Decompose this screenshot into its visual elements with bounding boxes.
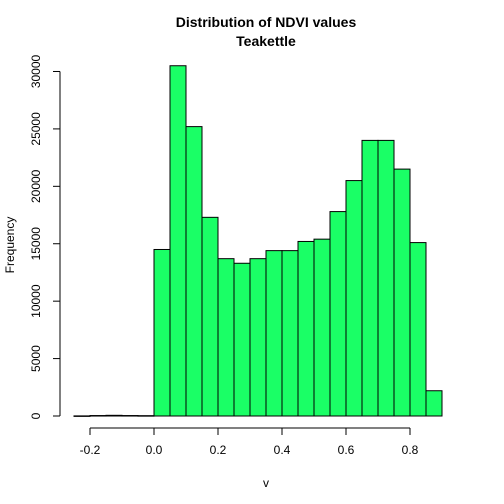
x-tick-label-4: 0.6 <box>338 443 355 457</box>
histogram-bar-19 <box>377 139 395 417</box>
histogram-bar-8 <box>201 216 219 417</box>
histogram-bar-9 <box>217 258 235 417</box>
y-axis-label: Frequency <box>3 217 17 274</box>
chart-subtitle: Teakettle <box>236 33 296 49</box>
histogram-bar-12 <box>265 250 283 417</box>
histogram-bar-1 <box>89 415 107 417</box>
histogram-bar-15 <box>313 238 331 417</box>
histogram-bar-7 <box>185 126 203 417</box>
histogram-bar-0 <box>73 415 91 417</box>
histogram-bar-3 <box>121 415 139 417</box>
y-tick-label-4: 20000 <box>29 169 43 203</box>
histogram-bar-18 <box>361 139 379 417</box>
x-tick-label-3: 0.4 <box>274 443 291 457</box>
x-tick-label-0: -0.2 <box>80 443 101 457</box>
x-axis: -0.2 0.0 0.2 0.4 0.6 0.8 <box>80 427 419 457</box>
histogram-bar-16 <box>329 211 347 417</box>
y-tick-label-0: 0 <box>29 412 43 419</box>
histogram-bar-6 <box>169 65 187 417</box>
histogram-bars <box>73 65 443 417</box>
x-tick-label-2: 0.2 <box>210 443 227 457</box>
histogram-bar-5 <box>153 248 171 417</box>
y-axis: 0 5000 10000 15000 20000 25000 30000 <box>29 54 61 419</box>
histogram-bar-14 <box>297 240 315 417</box>
histogram-bar-2 <box>105 414 123 417</box>
histogram-bar-22 <box>425 390 443 417</box>
histogram-bar-11 <box>249 258 267 417</box>
histogram-bar-4 <box>137 415 155 417</box>
x-axis-label: v <box>263 476 269 490</box>
y-tick-label-1: 5000 <box>29 345 43 372</box>
y-tick-label-3: 15000 <box>29 227 43 261</box>
histogram-bar-17 <box>345 180 363 417</box>
chart-title: Distribution of NDVI values <box>176 14 357 30</box>
histogram-bar-21 <box>409 242 427 417</box>
histogram-bar-10 <box>233 262 251 417</box>
x-tick-label-5: 0.8 <box>402 443 419 457</box>
y-tick-label-6: 30000 <box>29 54 43 88</box>
x-tick-label-1: 0.0 <box>146 443 163 457</box>
y-tick-label-5: 25000 <box>29 112 43 146</box>
histogram-bar-13 <box>281 250 299 417</box>
y-tick-label-2: 10000 <box>29 284 43 318</box>
histogram-bar-20 <box>393 168 411 417</box>
